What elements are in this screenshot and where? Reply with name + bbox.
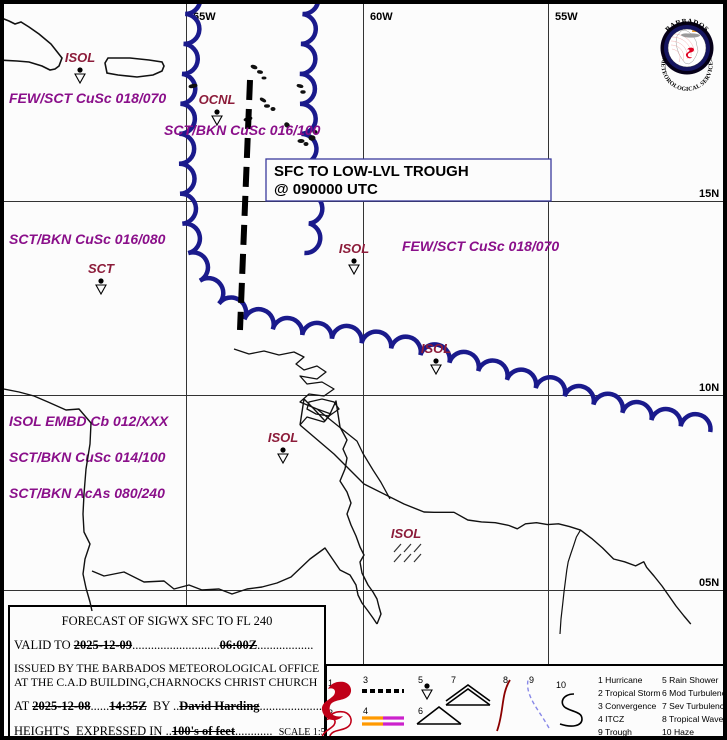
- svg-text:ISOL: ISOL: [65, 50, 95, 65]
- svg-text:7 Sev Turbulence: 7 Sev Turbulence: [662, 701, 727, 711]
- svg-text:FEW/SCT CuSc 018/070: FEW/SCT CuSc 018/070: [9, 90, 166, 106]
- svg-text:6: 6: [418, 706, 423, 716]
- svg-text:SCT/BKN AcAs 080/240: SCT/BKN AcAs 080/240: [9, 485, 165, 501]
- svg-text:6 Mod Turbulence: 6 Mod Turbulence: [662, 688, 727, 698]
- svg-text:3 Convergence: 3 Convergence: [598, 701, 657, 711]
- svg-text:10 Haze: 10 Haze: [662, 727, 694, 737]
- svg-text:SCT: SCT: [88, 261, 115, 276]
- svg-text:FEW/SCT CuSc 018/070: FEW/SCT CuSc 018/070: [402, 238, 559, 254]
- svg-text:7: 7: [451, 675, 456, 685]
- svg-text:ISOL: ISOL: [268, 430, 298, 445]
- svg-text:ISOL: ISOL: [421, 341, 451, 356]
- svg-text:5: 5: [418, 675, 423, 685]
- svg-text:ISOL: ISOL: [339, 241, 369, 256]
- svg-text:3: 3: [363, 675, 368, 685]
- svg-text:ISOL: ISOL: [391, 526, 421, 541]
- svg-text:SCT/BKN CuSc 016/100: SCT/BKN CuSc 016/100: [164, 122, 321, 138]
- svg-text:1 Hurricane: 1 Hurricane: [598, 675, 643, 685]
- svg-text:4: 4: [363, 706, 368, 716]
- svg-text:SCT/BKN CuSc 016/080: SCT/BKN CuSc 016/080: [9, 231, 166, 247]
- svg-text:9 Trough: 9 Trough: [598, 727, 632, 737]
- svg-text:OCNL: OCNL: [199, 92, 236, 107]
- svg-text:SFC TO LOW-LVL TROUGH: SFC TO LOW-LVL TROUGH: [274, 163, 469, 180]
- svg-text:8 Tropical Wave: 8 Tropical Wave: [662, 714, 724, 724]
- svg-text:9: 9: [529, 675, 534, 685]
- svg-text:5 Rain Shower: 5 Rain Shower: [662, 675, 719, 685]
- svg-text:@ 090000 UTC: @ 090000 UTC: [274, 181, 378, 198]
- svg-text:4 ITCZ: 4 ITCZ: [598, 714, 624, 724]
- svg-text:10: 10: [556, 680, 566, 690]
- svg-text:2 Tropical Storm: 2 Tropical Storm: [598, 688, 661, 698]
